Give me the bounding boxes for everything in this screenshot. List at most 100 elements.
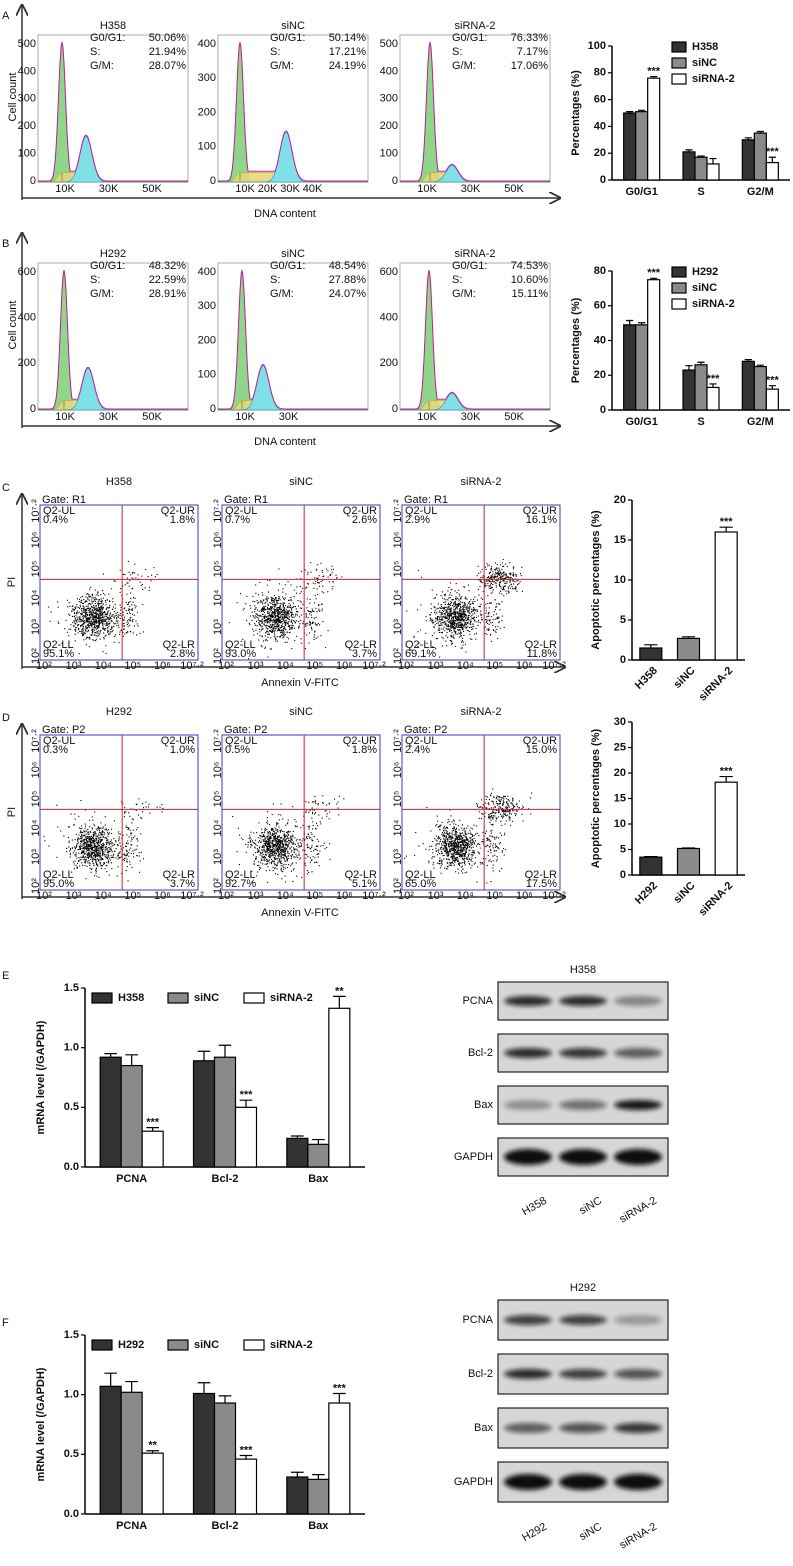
dot (486, 579, 488, 581)
dot (471, 610, 473, 612)
dot (255, 839, 257, 841)
dot (85, 846, 87, 848)
dot (84, 632, 86, 634)
dot (318, 853, 320, 855)
dot (99, 858, 101, 860)
y-tick-label: 10⁶ (392, 532, 404, 549)
dot (455, 618, 457, 620)
dot (129, 861, 131, 863)
stat-value: 7.17% (517, 46, 548, 58)
dot (100, 865, 102, 867)
dot (102, 831, 104, 833)
dot (95, 835, 97, 837)
dot (91, 839, 93, 841)
dot (105, 628, 107, 630)
dot (283, 631, 285, 633)
dot (94, 843, 96, 845)
dot (495, 576, 497, 578)
x-tick-label: 30K (99, 411, 119, 423)
dot (72, 852, 74, 854)
dot (115, 622, 117, 624)
dot (438, 618, 440, 620)
dot (332, 581, 334, 583)
dot (449, 608, 451, 610)
dot (278, 849, 280, 851)
dot (283, 843, 285, 845)
dot (87, 850, 89, 852)
dot (292, 607, 294, 609)
dot (496, 569, 498, 571)
dot (510, 587, 512, 589)
dot (515, 573, 517, 575)
dot (87, 626, 89, 628)
dot (89, 608, 91, 610)
dot (275, 841, 277, 843)
dot (252, 615, 254, 617)
dot (278, 835, 280, 837)
dot (453, 606, 455, 608)
dot (105, 842, 107, 844)
dot (277, 851, 279, 853)
dot (88, 843, 90, 845)
dot (91, 626, 93, 628)
dot (278, 597, 280, 599)
dot (503, 565, 505, 567)
x-tick-label: 50K (142, 411, 162, 423)
dot (100, 600, 102, 602)
dot (284, 626, 286, 628)
dot (86, 621, 88, 623)
dot (249, 841, 251, 843)
dot (255, 856, 257, 858)
dot (267, 837, 269, 839)
dot (458, 600, 460, 602)
dot (91, 634, 93, 636)
dot (110, 588, 112, 590)
dot (503, 578, 505, 580)
dot (86, 843, 88, 845)
dot (263, 848, 265, 850)
dot (274, 613, 276, 615)
dot (309, 622, 311, 624)
dot (95, 632, 97, 634)
dot (440, 631, 442, 633)
dot (451, 594, 453, 596)
dot (76, 618, 78, 620)
dot (98, 837, 100, 839)
dot (285, 848, 287, 850)
dot (285, 615, 287, 617)
dot (95, 640, 97, 642)
dot (295, 821, 297, 823)
dot (70, 848, 72, 850)
dot (456, 616, 458, 618)
dot (282, 841, 284, 843)
dot (125, 845, 127, 847)
dot (268, 612, 270, 614)
dot (251, 881, 253, 883)
dot (94, 850, 96, 852)
dot (283, 868, 285, 870)
dot (314, 595, 316, 597)
dot (105, 854, 107, 856)
dot (259, 620, 261, 622)
dot (102, 573, 104, 575)
dot (454, 622, 456, 624)
dot (247, 844, 249, 846)
dot (285, 836, 287, 838)
dot (426, 642, 428, 644)
dot (279, 844, 281, 846)
dot (457, 618, 459, 620)
dot (115, 857, 117, 859)
dot (477, 565, 479, 567)
y-tick-label: 400 (18, 312, 36, 324)
dot (114, 607, 116, 609)
dot (126, 852, 128, 854)
dot (266, 596, 268, 598)
dot (312, 801, 314, 803)
dot (260, 615, 262, 617)
dot (274, 835, 276, 837)
dot (309, 861, 311, 863)
dot (457, 619, 459, 621)
dot (93, 618, 95, 620)
dot (489, 580, 491, 582)
dot (129, 624, 131, 626)
